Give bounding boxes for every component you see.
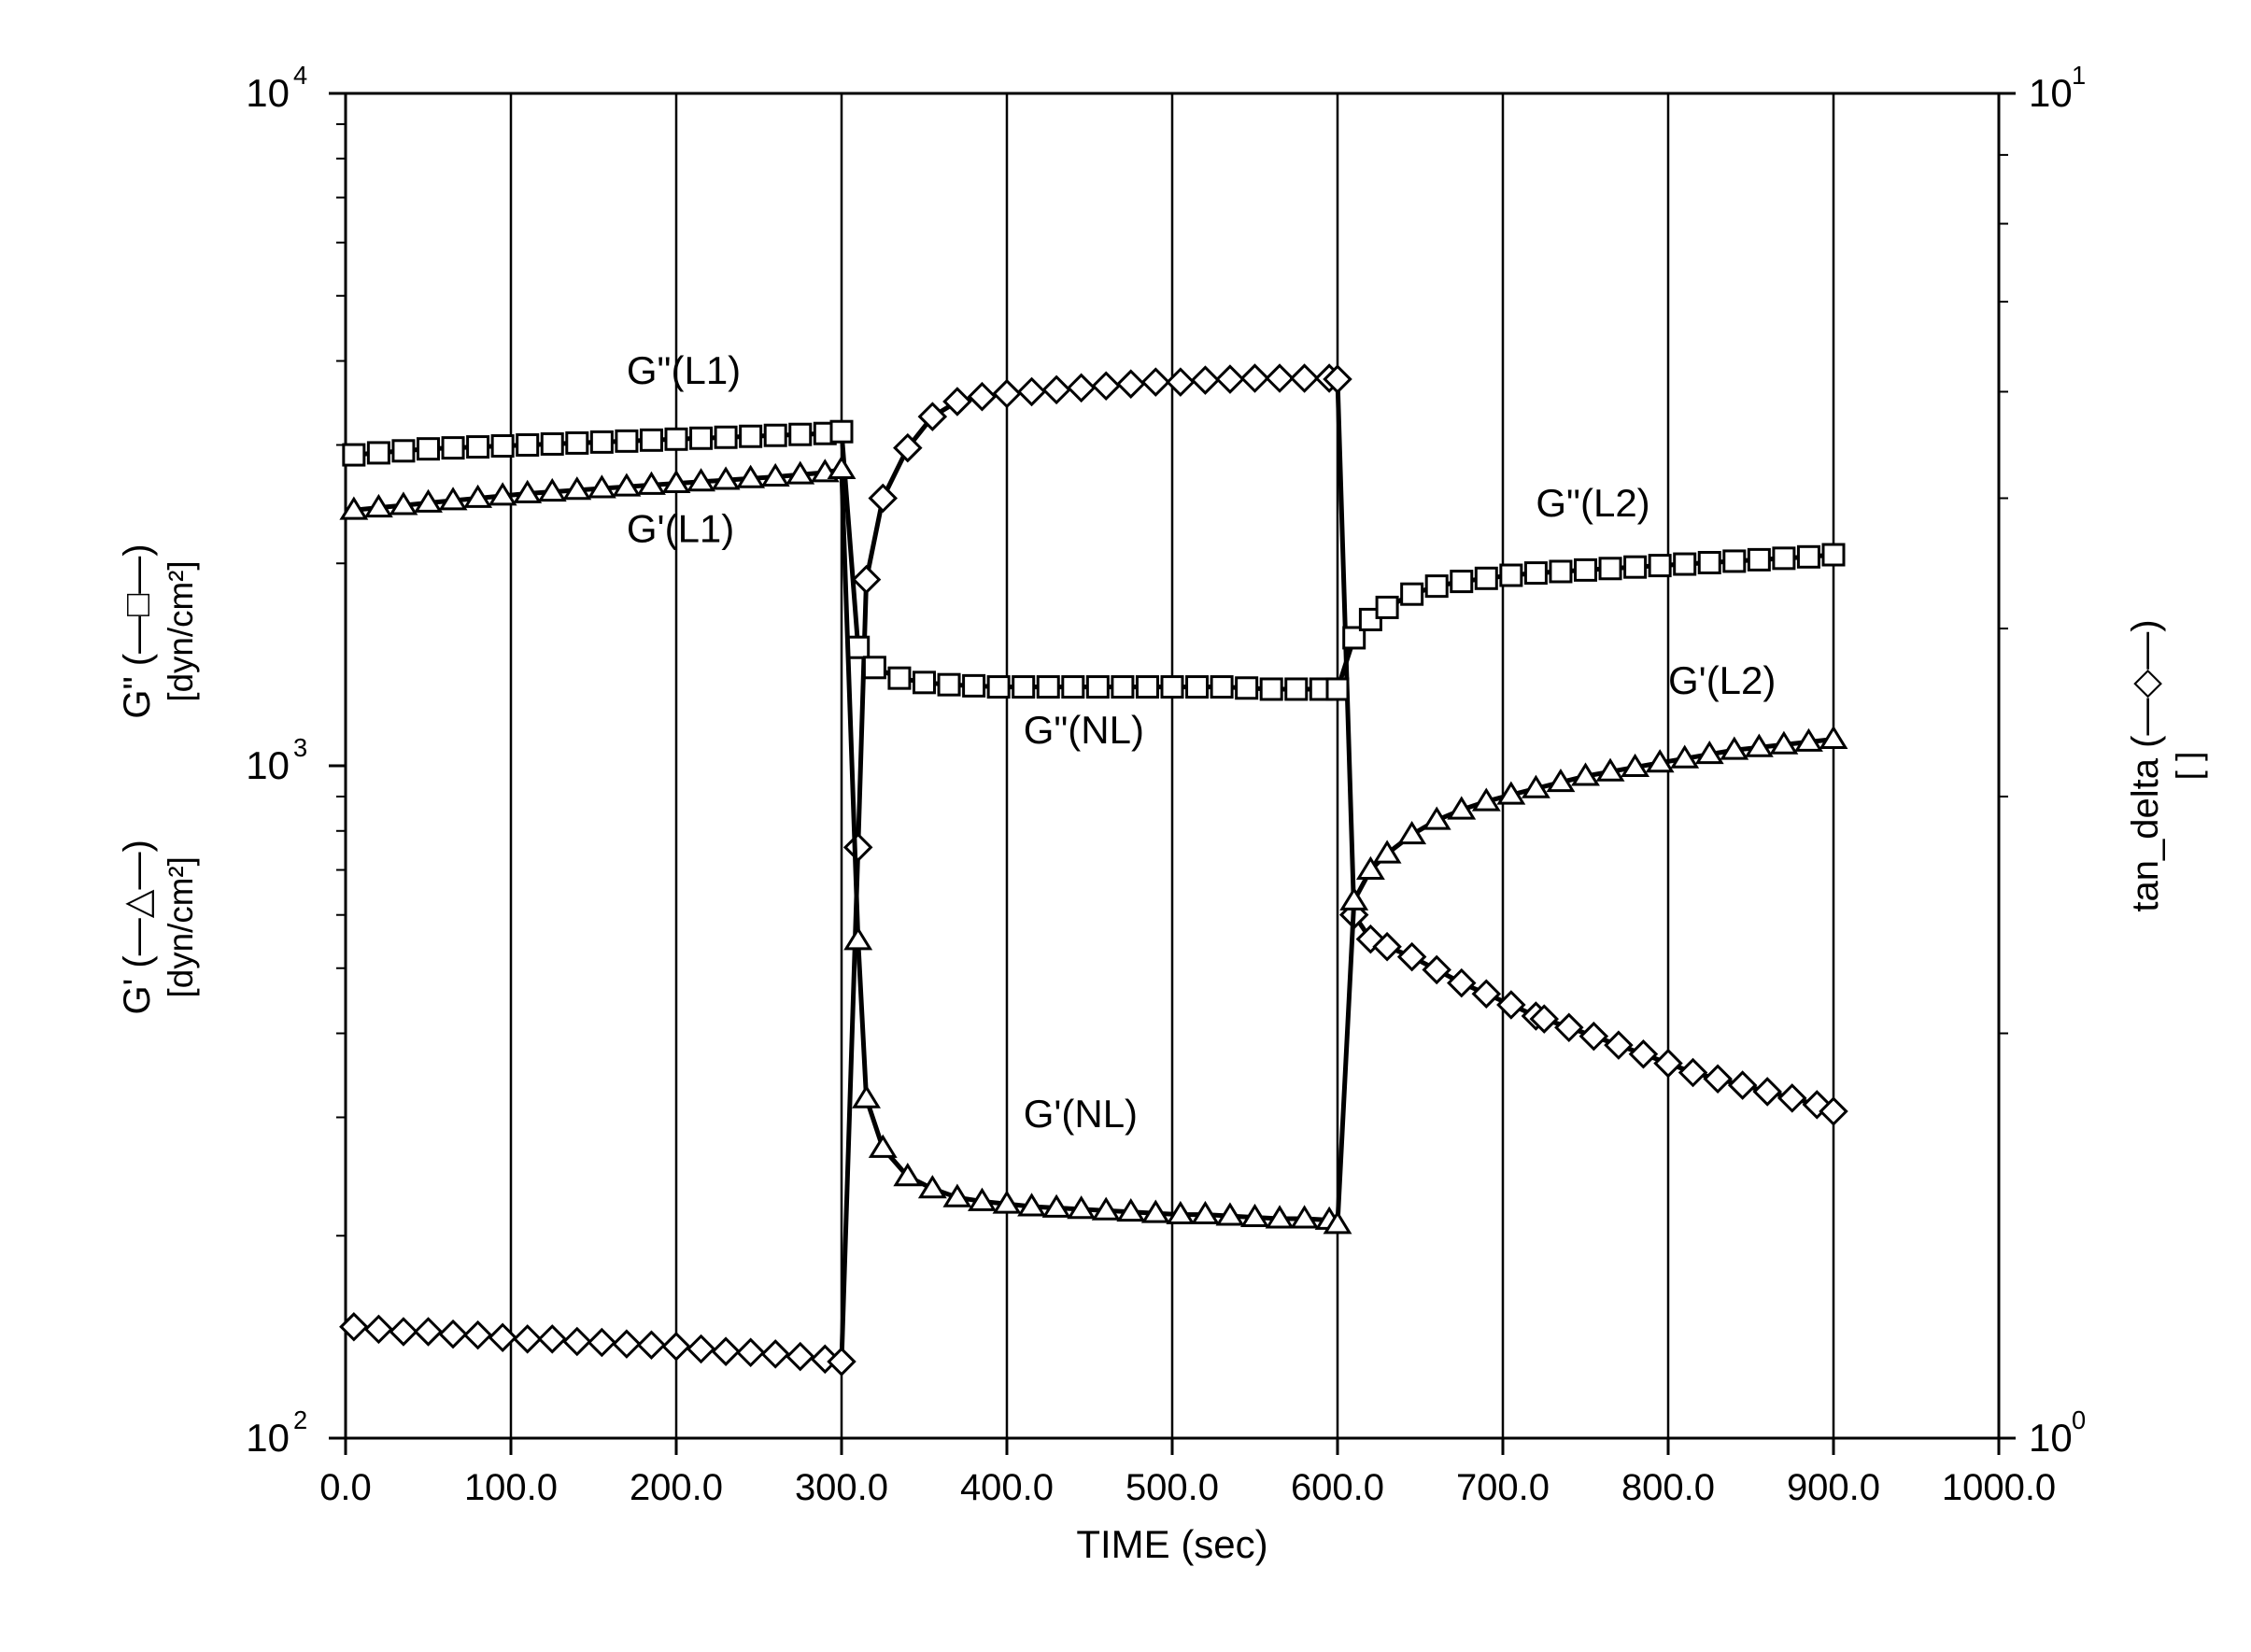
svg-text:G' (—△—): G' (—△—)	[117, 840, 158, 1014]
annotation-3: G'(NL)	[1024, 1092, 1138, 1136]
chart-stage: 0.0 100.0 200.0 300.0 400.0 500.0 600.0 700.0 80…	[0, 0, 2251, 1652]
x-tick-label: 0.0	[319, 1467, 372, 1508]
svg-text:0: 0	[2072, 1405, 2086, 1434]
x-tick-label: 200.0	[630, 1467, 723, 1508]
svg-text:[ ]: [ ]	[2170, 752, 2208, 781]
x-tick-label: 100.0	[464, 1467, 558, 1508]
svg-text:1: 1	[2072, 61, 2086, 90]
annotation-1: G'(L1)	[627, 507, 734, 551]
x-tick-label: 500.0	[1126, 1467, 1219, 1508]
annotation-2: G"(NL)	[1024, 708, 1144, 752]
x-tick-label: 300.0	[795, 1467, 888, 1508]
annotation-4: G"(L2)	[1536, 481, 1649, 525]
svg-text:10: 10	[2029, 1416, 2073, 1460]
annotation-5: G'(L2)	[1668, 658, 1776, 702]
yR-tick-label: 101	[2029, 61, 2086, 115]
annotation-0: G"(L1)	[627, 348, 741, 392]
svg-text:10: 10	[2029, 71, 2073, 115]
yL-tick-label: 102	[246, 1405, 307, 1460]
svg-text:tan_delta (—◇—): tan_delta (—◇—)	[2125, 619, 2166, 911]
svg-text:[dyn/cm²]: [dyn/cm²]	[162, 856, 200, 997]
x-tick-label: 700.0	[1456, 1467, 1550, 1508]
x-tick-label: 1000.0	[1942, 1467, 2056, 1508]
svg-text:[dyn/cm²]: [dyn/cm²]	[162, 560, 200, 701]
svg-text:10: 10	[246, 743, 290, 787]
yR-label-tandelta: tan_delta (—◇—)[ ]	[2125, 619, 2208, 911]
x-tick-label: 600.0	[1291, 1467, 1384, 1508]
yL-label-gprime: G' (—△—)[dyn/cm²]	[117, 840, 200, 1014]
svg-text:10: 10	[246, 71, 290, 115]
svg-text:4: 4	[293, 61, 307, 90]
series-g-double-prime	[344, 421, 1844, 699]
markers-g-double-prime	[344, 421, 1844, 699]
chart-svg: 0.0 100.0 200.0 300.0 400.0 500.0 600.0 700.0 80…	[0, 0, 2251, 1652]
x-axis-label: TIME (sec)	[1076, 1522, 1267, 1566]
svg-text:10: 10	[246, 1416, 290, 1460]
x-tick-label: 800.0	[1621, 1467, 1715, 1508]
yL-tick-label: 104	[246, 61, 307, 115]
x-tick-label: 400.0	[960, 1467, 1054, 1508]
yL-label-gdoubleprime: G" (—□—)[dyn/cm²]	[117, 544, 200, 718]
svg-text:G" (—□—): G" (—□—)	[117, 544, 158, 718]
svg-text:2: 2	[293, 1405, 307, 1434]
x-tick-label: 900.0	[1787, 1467, 1880, 1508]
svg-text:3: 3	[293, 733, 307, 762]
yL-tick-label: 103	[246, 733, 307, 787]
yR-tick-label: 100	[2029, 1405, 2086, 1460]
